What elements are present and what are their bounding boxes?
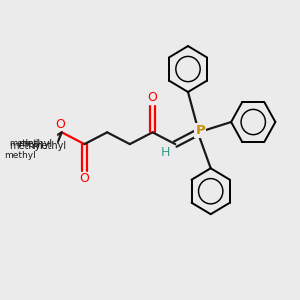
Text: H: H	[160, 146, 170, 159]
Text: O: O	[148, 91, 158, 104]
Text: methyl: methyl	[38, 132, 86, 145]
Text: O: O	[55, 118, 65, 130]
Text: methyl: methyl	[32, 142, 66, 152]
Text: P: P	[195, 124, 205, 137]
Text: methyl: methyl	[9, 141, 44, 151]
Text: O: O	[80, 172, 89, 185]
Text: methyl: methyl	[4, 151, 36, 160]
Text: methyl: methyl	[9, 139, 38, 148]
Text: methyl: methyl	[18, 139, 52, 149]
